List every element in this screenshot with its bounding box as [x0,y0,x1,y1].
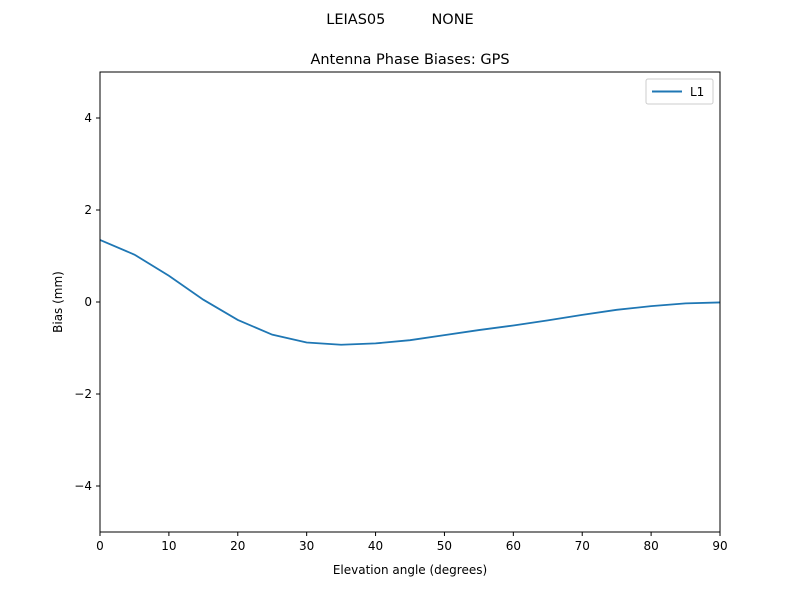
suptitle: LEIAS05 NONE [326,12,473,28]
x-tick-label: 80 [643,539,658,553]
x-tick-label: 20 [230,539,245,553]
series-line-l1 [99,239,721,346]
legend: L1 [645,78,714,105]
x-tick-label: 30 [299,539,314,553]
x-tick-label: 40 [368,539,383,553]
y-tick-label: 0 [84,295,92,309]
y-tick-label: 4 [84,111,92,125]
legend-label-l1: L1 [690,85,704,99]
y-axis-label: Bias (mm) [51,271,65,333]
x-axis-label: Elevation angle (degrees) [333,563,487,577]
y-tick-label: −2 [74,387,92,401]
x-tick-label: 70 [575,539,590,553]
x-tick-label: 60 [506,539,521,553]
x-tick-label: 50 [437,539,452,553]
axes-frame [99,71,721,533]
x-tick-label: 10 [161,539,176,553]
chart-title: Antenna Phase Biases: GPS [310,52,509,68]
x-tick-label: 0 [96,539,104,553]
y-tick-label: 2 [84,203,92,217]
y-tick-label: −4 [74,479,92,493]
x-tick-label: 90 [712,539,727,553]
